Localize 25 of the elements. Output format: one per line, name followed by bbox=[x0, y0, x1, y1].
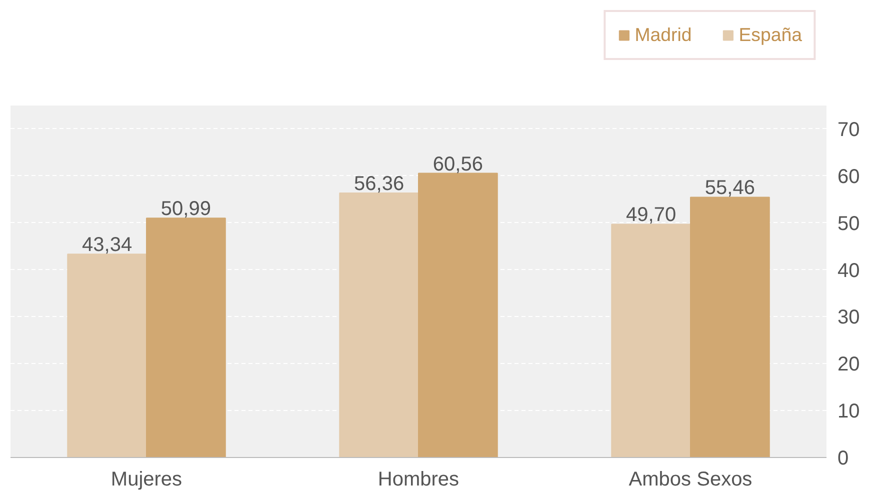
data-label: 43,34 bbox=[82, 234, 132, 256]
legend-label: Madrid bbox=[634, 24, 692, 46]
y-tick-label: 30 bbox=[838, 306, 860, 329]
y-tick-label: 20 bbox=[838, 354, 860, 376]
y-tick-label: 70 bbox=[838, 118, 860, 141]
bar bbox=[146, 218, 226, 458]
y-tick-label: 60 bbox=[838, 166, 860, 188]
data-label: 60,56 bbox=[432, 153, 483, 176]
x-tick-label: Hombres bbox=[378, 468, 460, 490]
bar bbox=[690, 196, 770, 458]
legend-label: España bbox=[738, 24, 802, 46]
bar bbox=[339, 192, 419, 458]
bar bbox=[418, 172, 498, 458]
x-tick-label: Mujeres bbox=[110, 468, 182, 490]
x-tick-label: Ambos Sexos bbox=[628, 468, 752, 490]
y-tick-label: 10 bbox=[838, 400, 860, 423]
data-label: 49,70 bbox=[626, 204, 676, 226]
y-tick-label: 40 bbox=[838, 260, 860, 282]
data-label: 50,99 bbox=[160, 198, 211, 220]
bar bbox=[611, 224, 691, 458]
data-label: 56,36 bbox=[354, 172, 404, 195]
y-tick-label: 50 bbox=[838, 212, 860, 235]
y-tick-label: 0 bbox=[838, 448, 849, 470]
bar bbox=[67, 254, 147, 458]
data-label: 55,46 bbox=[704, 177, 755, 200]
